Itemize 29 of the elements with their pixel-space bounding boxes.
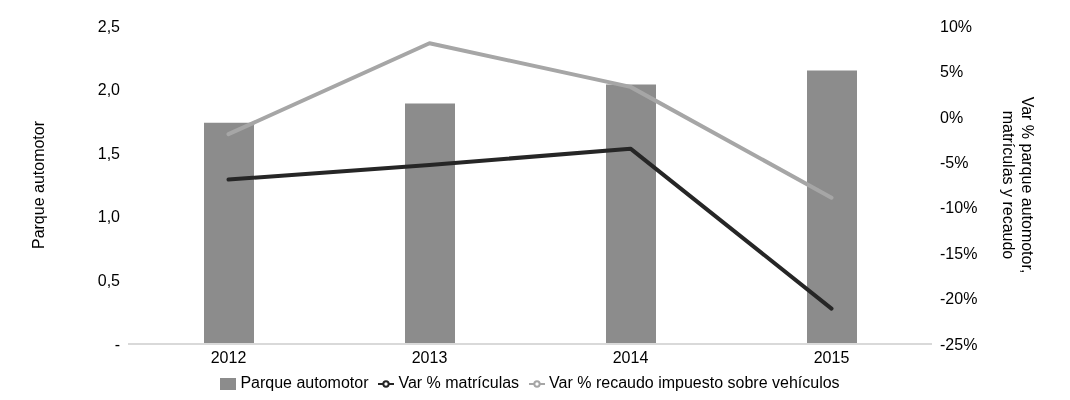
x-tick-label: 2012 [210,349,247,367]
y2-axis-title: Var % parque automotor, matrículas y recaudo [1000,96,1036,274]
y2-tick-label: -5% [940,153,969,171]
y2-tick-label: -15% [940,244,978,262]
bar [606,84,656,344]
y-tick-label: 1,0 [97,208,121,226]
bar [405,103,455,344]
y-axis-title: Parque automotor [29,120,47,250]
y-tick-label: 1,5 [97,144,121,162]
bar [204,122,254,344]
bar [807,70,857,344]
y-tick-label: 2,5 [97,17,121,35]
y2-tick-label: 5% [940,63,964,81]
y-tick-label: 0,5 [97,272,121,290]
y2-tick-label: -25% [940,335,978,353]
x-tick-label: 2015 [813,349,850,367]
y2-tick-label: -10% [940,199,978,217]
line-series [226,146,834,311]
y-tick-label: - [114,335,120,353]
y-tick-label: 2,0 [97,81,121,99]
x-tick-label: 2014 [612,349,649,367]
x-tick-label: 2013 [411,349,448,367]
legend-label: Parque automotor [240,374,369,391]
legend-label: Var % recaudo impuesto sobre vehículos [549,374,840,391]
y2-tick-label: -20% [940,290,978,308]
y2-tick-label: 10% [940,17,973,35]
line-series [226,41,834,200]
legend-label: Var % matrículas [398,374,520,391]
y2-tick-label: 0% [940,108,964,126]
